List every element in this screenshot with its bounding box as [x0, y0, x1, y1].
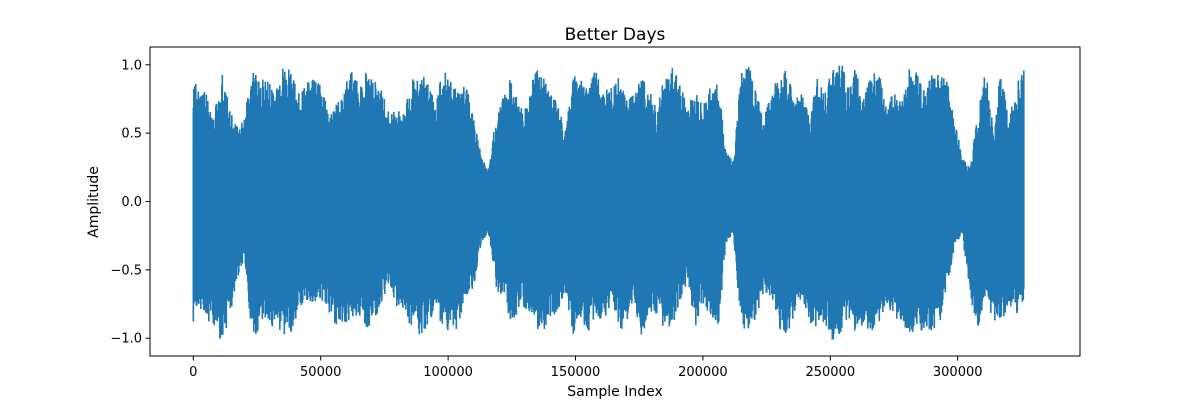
x-tick-label: 300000: [933, 365, 983, 380]
plot-area: [192, 65, 1025, 340]
y-axis-label: Amplitude: [86, 166, 102, 238]
x-tick-label: 150000: [551, 365, 601, 380]
x-tick-label: 50000: [300, 365, 341, 380]
y-tick-label: 0.5: [121, 127, 142, 142]
waveform-series-line: [192, 65, 1025, 340]
x-axis-label: Sample Index: [567, 384, 662, 400]
x-tick-label: 250000: [805, 365, 855, 380]
x-tick-label: 100000: [423, 365, 473, 380]
y-tick-label: 1.0: [121, 58, 142, 73]
y-tick-label: −0.5: [110, 263, 142, 278]
y-tick-label: 0.0: [121, 195, 142, 210]
chart-title: Better Days: [565, 25, 666, 45]
y-tick-label: −1.0: [110, 332, 142, 347]
x-tick-label: 0: [189, 365, 197, 380]
axes: 0 50000 100000 150000 200000 250000 300000 1.0 0…: [110, 46, 1081, 380]
x-tick-label: 200000: [678, 365, 728, 380]
